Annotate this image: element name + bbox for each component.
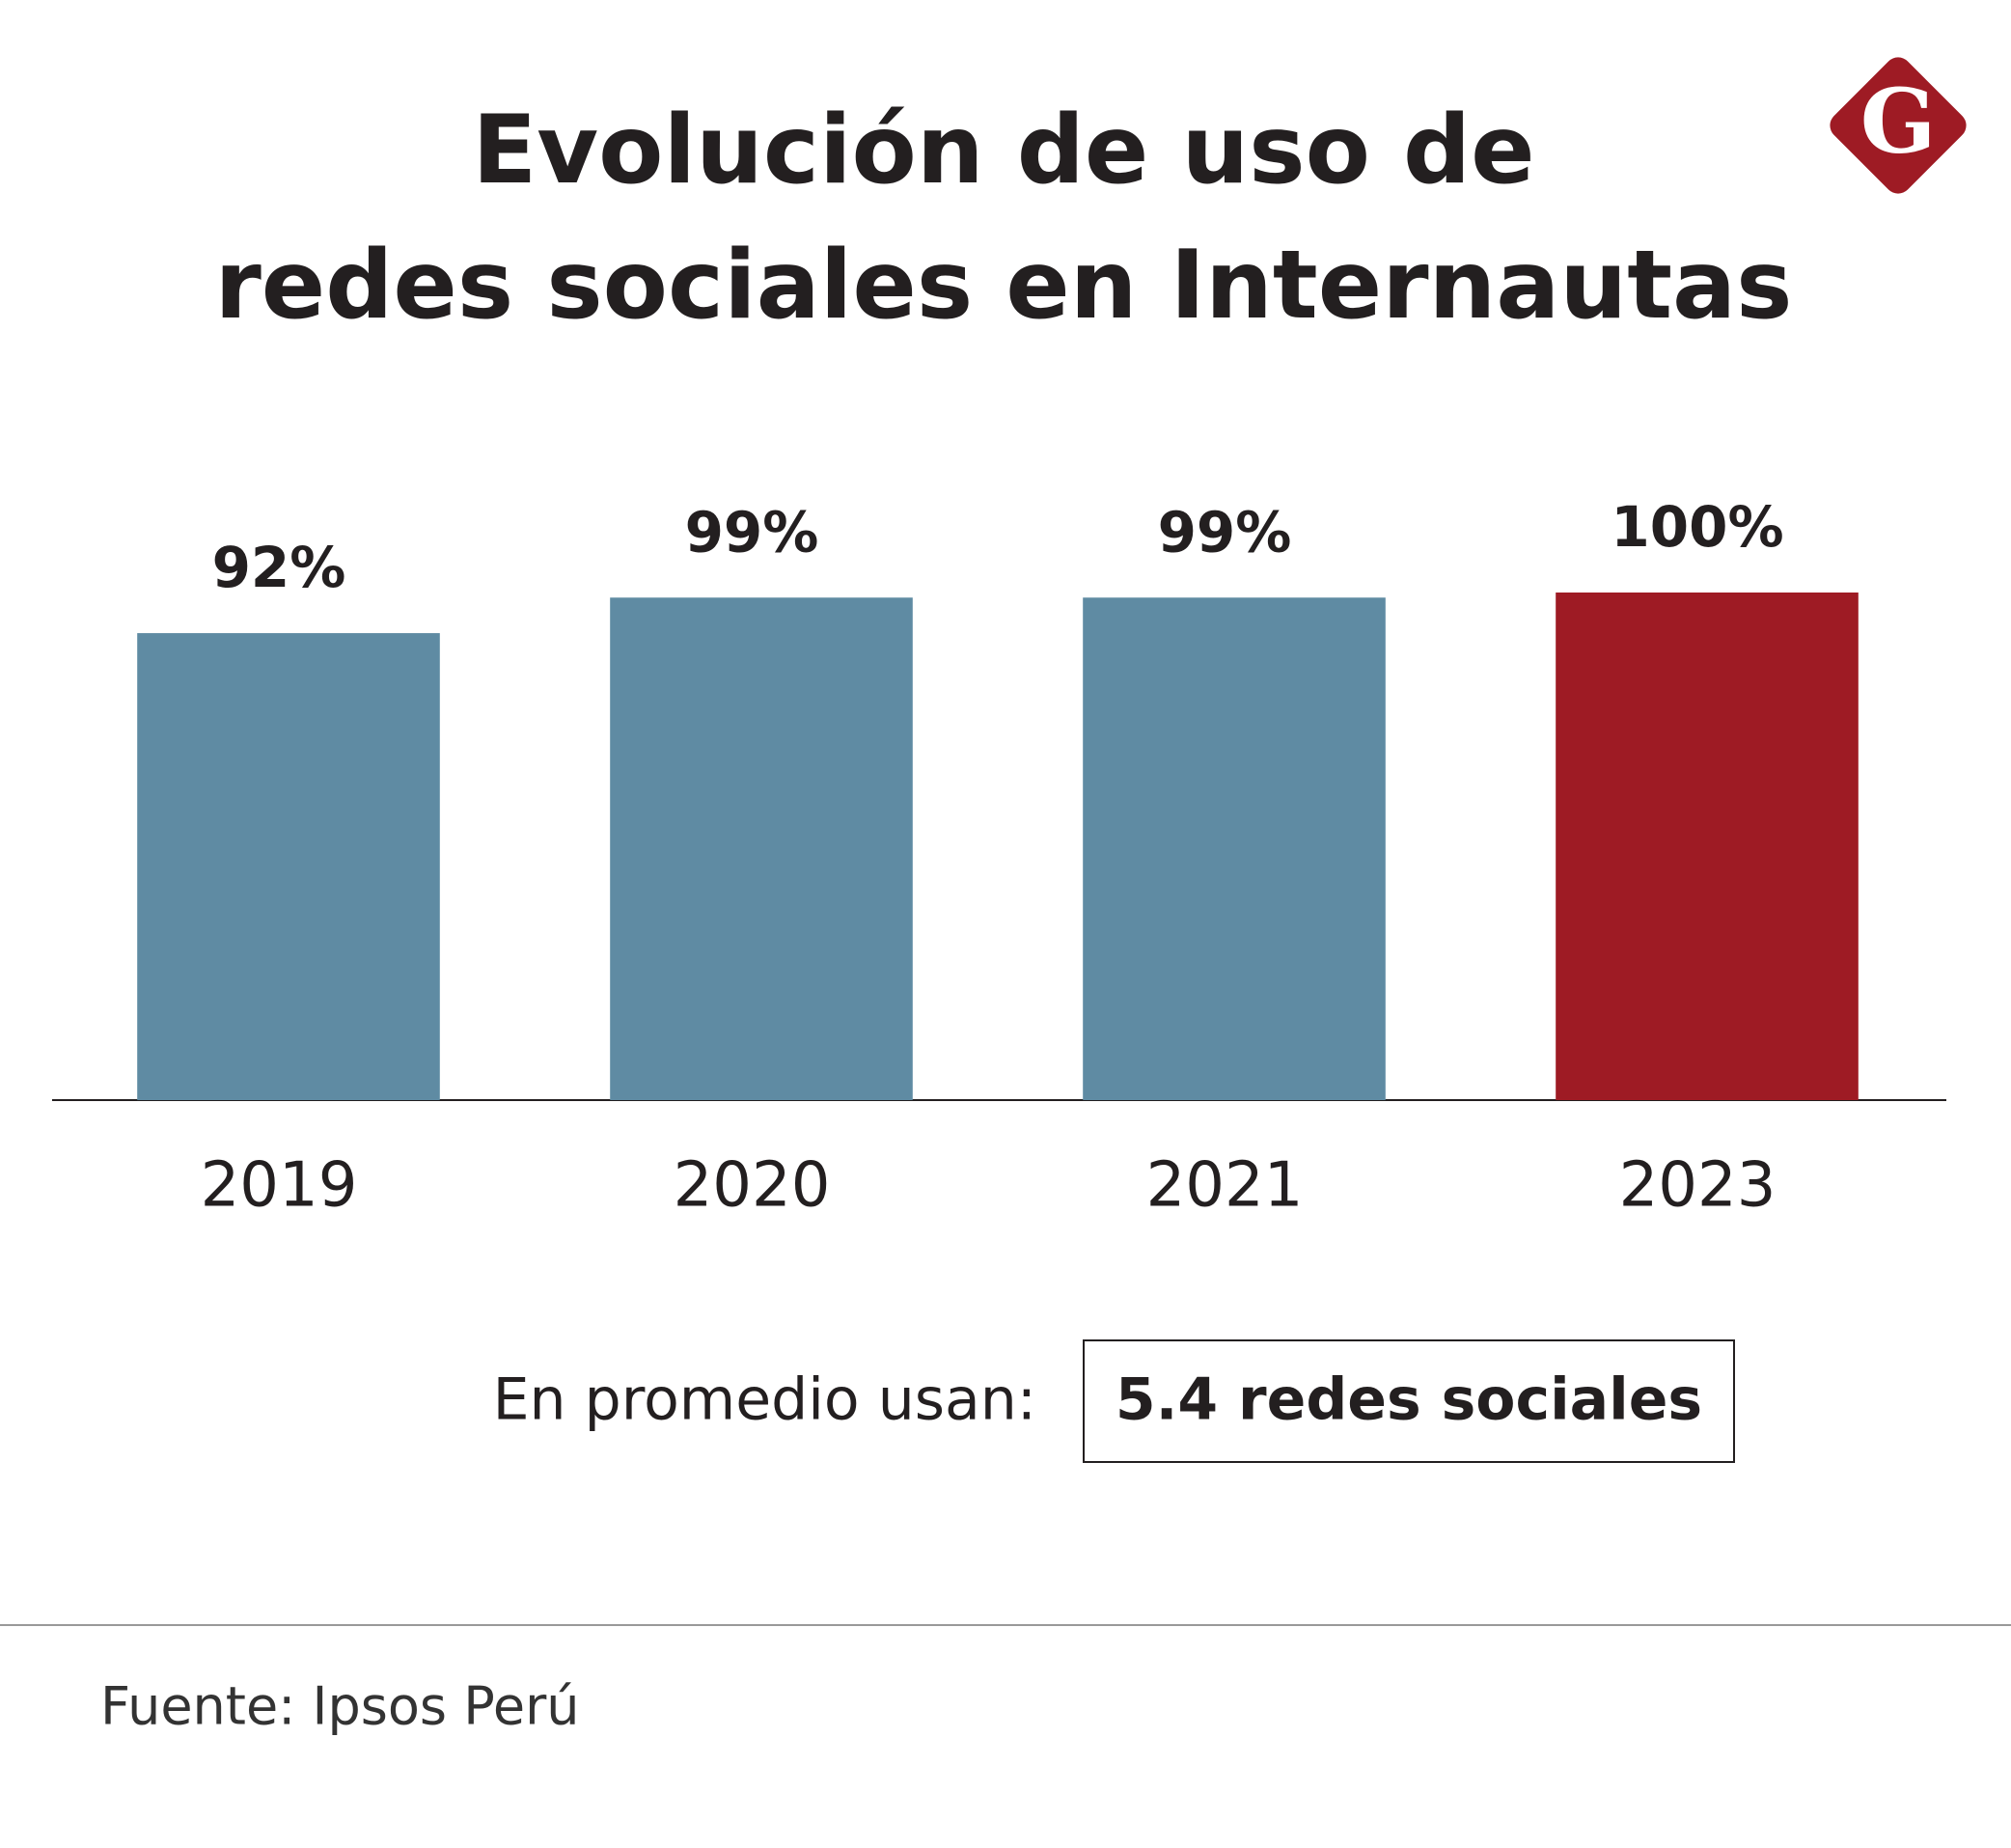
value-label: 92% (212, 535, 346, 600)
x-tick-label: 2021 (1146, 1150, 1304, 1222)
source: Fuente: Ipsos Perú (100, 1676, 580, 1737)
logo-text: G (1860, 69, 1937, 174)
x-tick-label: 2020 (674, 1150, 831, 1222)
bar (137, 633, 440, 1100)
chart-title: redes sociales en Internautas (214, 231, 1792, 341)
annotation-box (1083, 1339, 1735, 1463)
logo-badge (1830, 57, 1967, 194)
chart-title: Evolución de uso de (472, 96, 1534, 206)
annotation-value: 5.4 redes sociales (1116, 1366, 1702, 1434)
bar (1083, 597, 1386, 1100)
annotation-label: En promedio usan: (493, 1366, 1036, 1434)
value-label: 99% (1158, 499, 1292, 565)
x-tick-label: 2023 (1619, 1150, 1777, 1222)
x-tick-label: 2019 (201, 1150, 358, 1222)
bar (1556, 593, 1859, 1100)
value-label: 100% (1611, 494, 1783, 560)
value-label: 99% (685, 499, 819, 565)
bar (610, 597, 913, 1100)
